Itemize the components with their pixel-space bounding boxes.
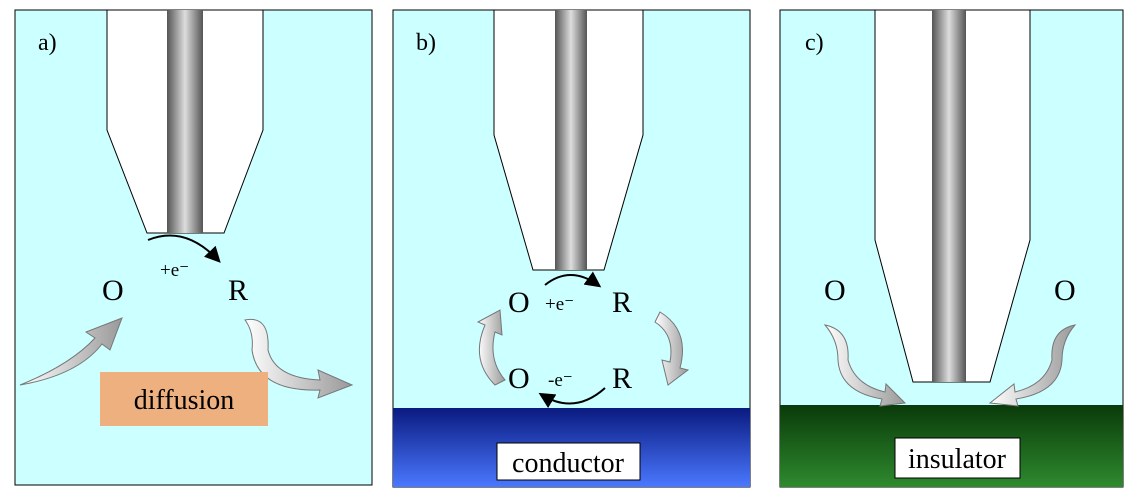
panel-label: b) [416,30,436,56]
species: R [612,362,632,395]
species: O [824,274,846,307]
box-label: insulator [908,444,1007,475]
species: R [612,286,632,319]
electrode-wire [167,10,203,233]
species: O [1054,274,1076,307]
species: O [508,362,530,395]
electron-label: +e⁻ [160,260,189,281]
electron-label: +e⁻ [545,294,574,315]
panel-label: a) [38,30,57,56]
box-label: conductor [512,448,625,479]
species: R [228,274,248,307]
panel-label: c) [805,30,824,56]
species: O [508,286,530,319]
electron-label: -e⁻ [548,370,573,391]
secm-diagram: a) O +e⁻ R diffusion b) O +e⁻ R O -e⁻ R … [0,0,1136,492]
panel-c: c) O O insulator [780,10,1123,487]
panel-a: a) O +e⁻ R diffusion [15,10,372,485]
electrode-wire [932,10,966,382]
panel-b: b) O +e⁻ R O -e⁻ R conductor [393,10,750,487]
electrode-wire [555,10,587,270]
box-label: diffusion [134,385,235,416]
species: O [102,274,124,307]
